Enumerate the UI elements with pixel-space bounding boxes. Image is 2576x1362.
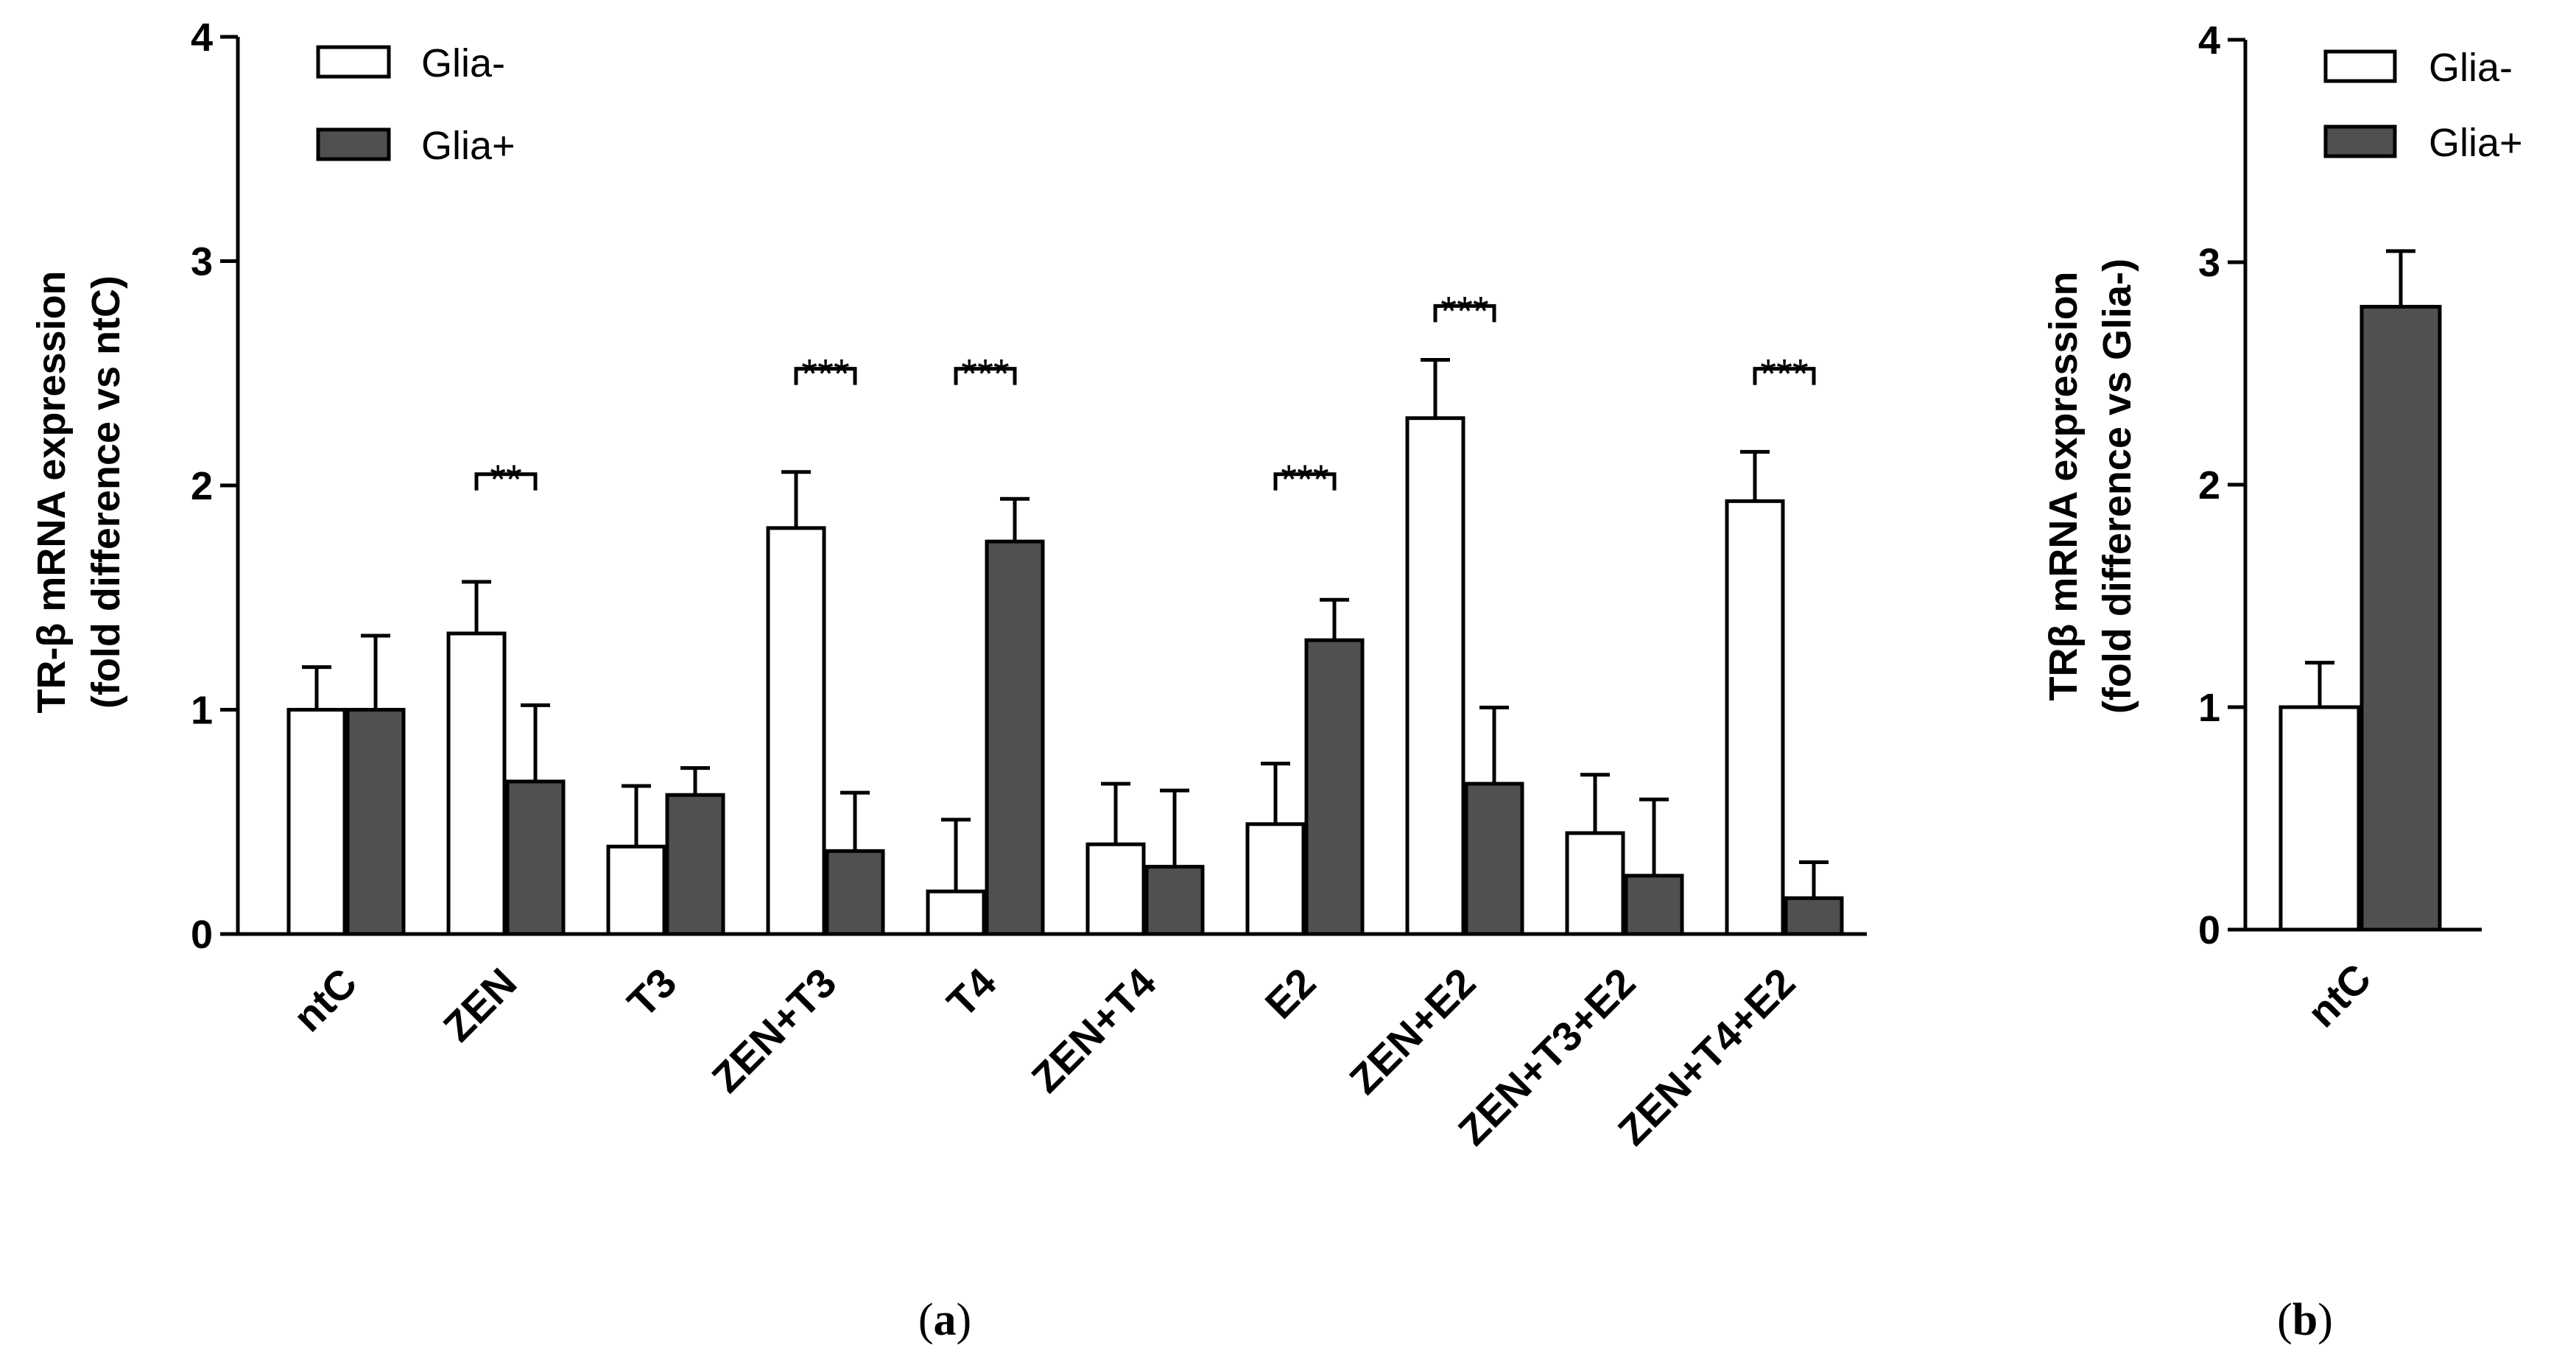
panel-a-y-ticks <box>220 35 238 936</box>
panel-a-bar-zen-t4-e2-glia <box>1725 499 1785 936</box>
panel-b-ylabel-line1: TRβ mRNA expression <box>2041 271 2086 701</box>
panel-b-ytick-label-3: 3 <box>2198 241 2220 285</box>
panel-a-bar-t3-glia <box>606 844 666 936</box>
panel-a-category-label-t4: T4 <box>938 959 1005 1026</box>
panel-a-category-label-zen-t4: ZEN+T4 <box>1022 959 1164 1101</box>
panel-b-y-tick-labels: 0 1 2 3 4 <box>2198 18 2220 952</box>
significance-bracket-1 <box>794 367 857 385</box>
panel-a-ylabel-line1: TR-β mRNA expression <box>29 270 74 713</box>
panel-b-ytick-label-0: 0 <box>2198 908 2220 952</box>
panel-a-significance: ***** ************ <box>474 287 1816 502</box>
panel-a-bar-zen-glia <box>505 779 566 936</box>
panel-a-ytick-label-1: 1 <box>191 689 213 733</box>
panel-a-label-letter: a <box>934 1295 957 1345</box>
significance-bracket-4 <box>1433 303 1496 323</box>
panel-a-category-label-zen-t3: ZEN+T3 <box>703 959 845 1101</box>
panel-b-chart: 0 1 2 3 4 ntC TRβ mRNA expression (fold diff… <box>2041 18 2523 1345</box>
panel-a-ytick-label-0: 0 <box>191 913 213 957</box>
panel-b-bars <box>2278 304 2442 932</box>
significance-bracket-3 <box>1273 472 1337 491</box>
legend-label-glia-minus: Glia- <box>421 41 505 85</box>
significance-label-3: *** <box>1281 456 1329 502</box>
panel-a-bar-zen-e2-glia <box>1405 416 1465 936</box>
panel-b-ytick-label-4: 4 <box>2198 18 2220 63</box>
significance-bracket-0 <box>474 472 538 491</box>
panel-a-category-labels: ntC ZEN T3 ZEN+T3 T4 ZEN+T4 E2 ZEN+E2ZEN+T3+E2Z… <box>284 959 1804 1154</box>
legend-b-swatch-glia-minus <box>2323 49 2397 83</box>
panel-a-category-label-t3: T3 <box>619 959 686 1026</box>
panel-a-ytick-label-2: 2 <box>191 464 213 508</box>
significance-label-2: *** <box>961 351 1009 397</box>
legend-swatch-glia-plus <box>316 127 391 161</box>
panel-a-legend: Glia- Glia+ <box>316 41 515 168</box>
panel-a-bar-zen-t3-glia <box>825 849 885 936</box>
legend-label-glia-plus: Glia+ <box>421 124 515 168</box>
panel-a-category-label-ntc: ntC <box>284 959 366 1041</box>
panel-a-category-label-e2: E2 <box>1256 959 1325 1028</box>
panel-b-y-ticks <box>2228 38 2245 932</box>
panel-a-label: (a) <box>918 1295 971 1345</box>
panel-a-bar-e2-glia <box>1245 822 1306 936</box>
significance-label-0: ** <box>490 456 522 502</box>
panel-a-bar-e2-glia <box>1304 638 1365 936</box>
significance-label-5: *** <box>1760 351 1808 397</box>
panel-b-ytick-label-2: 2 <box>2198 463 2220 508</box>
panel-a-bar-t3-glia <box>665 793 725 936</box>
panel-a-ytick-label-3: 3 <box>191 240 213 284</box>
panel-a-bar-ntc-glia <box>286 708 347 936</box>
panel-a-category-label-zen: ZEN <box>434 959 526 1050</box>
panel-b-ylabel-line2: (fold difference vs Glia-) <box>2095 259 2139 714</box>
panel-a-bar-t4-glia <box>926 889 986 936</box>
panel-a-bar-zen-e2-glia <box>1464 782 1524 936</box>
panel-b-bar-ntc-glia <box>2278 705 2361 932</box>
panel-a-ylabel-line2: (fold difference vs ntC) <box>84 275 128 709</box>
panel-a-bar-zen-t3-glia <box>766 526 826 936</box>
legend-swatch-glia-minus <box>316 45 391 79</box>
legend-b-label-glia-plus: Glia+ <box>2429 121 2523 165</box>
panel-b-category-label-ntc: ntC <box>2298 955 2380 1036</box>
panel-b-category-labels: ntC <box>2298 955 2380 1036</box>
significance-bracket-2 <box>954 367 1017 385</box>
panel-a-bar-zen-t4-glia <box>1144 865 1205 936</box>
significance-label-4: *** <box>1440 287 1488 334</box>
legend-b-swatch-glia-plus <box>2323 124 2397 158</box>
panel-b-error-bars <box>2305 249 2415 707</box>
panel-a-bar-zen-t4-glia <box>1085 842 1146 936</box>
panel-a-y-tick-labels: 0 1 2 3 4 <box>191 15 213 957</box>
significance-label-1: *** <box>801 351 849 397</box>
panel-b-legend: Glia- Glia+ <box>2323 46 2523 165</box>
panel-a-ytick-label-4: 4 <box>191 15 213 60</box>
panel-a-bar-zen-glia <box>446 631 507 936</box>
panel-b-ytick-label-1: 1 <box>2198 686 2220 730</box>
significance-bracket-5 <box>1753 367 1816 385</box>
panel-a-bar-zen-t3-e2-glia <box>1565 831 1625 936</box>
panel-b-bar-ntc-glia <box>2359 304 2442 932</box>
panel-a-bar-zen-t3-e2-glia <box>1624 874 1684 936</box>
panel-b-label: (b) <box>2277 1295 2333 1345</box>
legend-b-label-glia-minus: Glia- <box>2429 46 2513 90</box>
panel-a-error-bars <box>302 357 1829 899</box>
panel-a-bar-ntc-glia <box>345 708 406 936</box>
panel-a-bar-zen-t4-e2-glia <box>1784 896 1844 936</box>
panel-a-bar-t4-glia <box>985 539 1045 936</box>
panel-b-label-letter: b <box>2292 1295 2318 1345</box>
panel-a-category-label-zen-e2: ZEN+E2 <box>1340 959 1484 1103</box>
